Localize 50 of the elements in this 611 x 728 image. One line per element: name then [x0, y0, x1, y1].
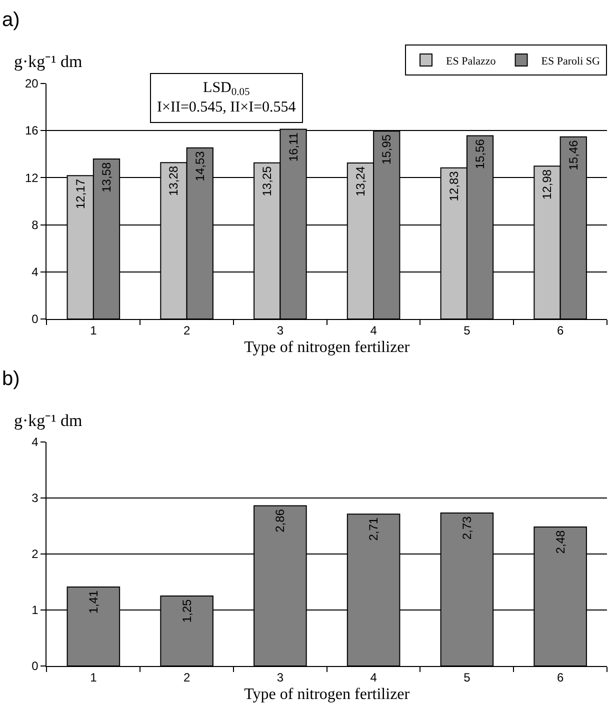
y-tick-label: 0 — [32, 312, 39, 326]
data-label: 13,25 — [260, 166, 274, 196]
chart-title: b) — [2, 368, 20, 390]
y-tick-label: 8 — [32, 218, 39, 232]
x-tick-label: 2 — [183, 323, 190, 338]
data-label: 2,86 — [273, 508, 288, 532]
x-tick-label: 1 — [90, 670, 98, 684]
x-tick-label: 4 — [370, 670, 378, 684]
y-tick-label: 4 — [32, 435, 39, 450]
data-label: 13,58 — [100, 162, 114, 192]
data-label: 14,53 — [192, 150, 207, 182]
y-tick-label: 2 — [32, 547, 39, 562]
chart-title: a) — [2, 9, 20, 31]
x-tick-label: 5 — [464, 323, 471, 338]
data-label: 15,56 — [473, 138, 488, 170]
y-tick-label: 3 — [32, 491, 39, 506]
y-axis-title: g·kg⁻¹ dm — [14, 52, 82, 71]
y-tick-label: 0 — [32, 659, 39, 674]
data-label: 1,41 — [86, 590, 100, 614]
data-label: 1,25 — [180, 598, 194, 623]
data-label: 16,11 — [286, 132, 300, 162]
data-label: 15,46 — [566, 140, 580, 170]
data-label: 2,73 — [460, 516, 474, 540]
y-tick-label: 12 — [24, 170, 39, 185]
x-tick-label: 6 — [556, 323, 564, 338]
x-tick-label: 6 — [556, 670, 564, 684]
y-tick-label: 20 — [24, 76, 39, 91]
legend-label: ES Palazzo — [446, 55, 496, 68]
data-label: 13,28 — [166, 166, 181, 196]
data-label: 12,83 — [446, 170, 461, 202]
annotation: LSD$_{0.05}$ I×II=0.545, II×I=0.554 — [157, 80, 296, 116]
data-label: 12,98 — [540, 169, 554, 200]
x-axis-title: Type of nitrogen fertilizer — [244, 686, 410, 704]
x-tick-label: 1 — [90, 323, 98, 338]
x-tick-label: 2 — [183, 670, 190, 684]
y-tick-label: 1 — [32, 603, 39, 618]
data-label: 2,48 — [553, 530, 568, 554]
legend-label: ES Paroli SG — [541, 55, 600, 68]
data-label: 12,17 — [73, 178, 88, 210]
data-label: 13,24 — [353, 166, 368, 196]
x-tick-label: 3 — [276, 670, 284, 684]
data-label: 2,71 — [366, 517, 381, 541]
x-tick-label: 4 — [370, 323, 378, 338]
y-axis-title: g·kg⁻¹ dm — [14, 411, 82, 430]
x-tick-label: 3 — [276, 323, 284, 338]
data-label: 15,95 — [380, 134, 394, 164]
y-tick-label: 16 — [24, 124, 39, 138]
x-axis-title: Type of nitrogen fertilizer — [244, 339, 410, 356]
y-tick-label: 4 — [32, 265, 39, 280]
x-tick-label: 5 — [464, 670, 471, 684]
